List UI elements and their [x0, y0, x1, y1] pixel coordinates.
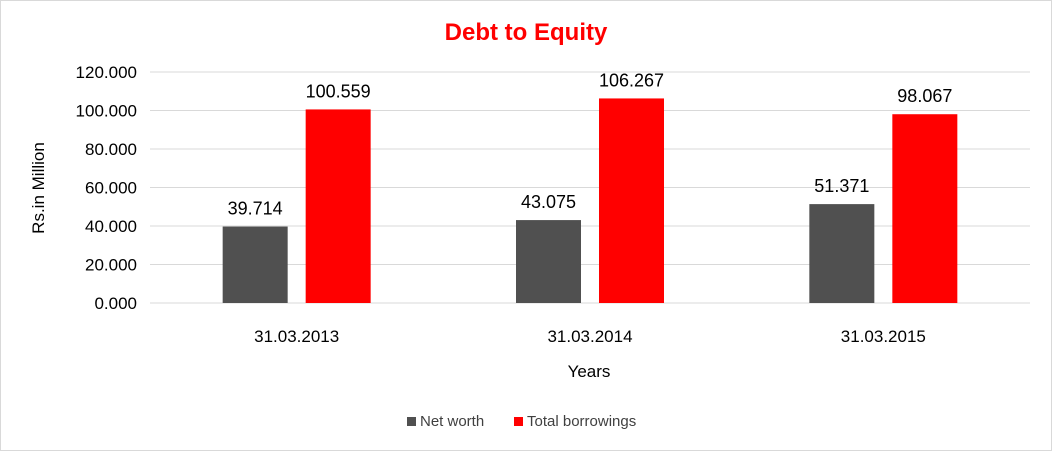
bar-net-worth	[516, 220, 581, 303]
data-label: 51.371	[814, 176, 869, 196]
x-axis-label: Years	[568, 362, 611, 381]
y-axis-label: Rs.in Million	[29, 142, 48, 234]
data-label: 106.267	[599, 70, 664, 90]
y-tick-label: 120.000	[76, 63, 137, 82]
bar-net-worth	[222, 226, 288, 303]
y-tick-label: 60.000	[85, 179, 137, 198]
y-tick-label: 80.000	[85, 140, 137, 159]
bar-total-borrowings	[599, 98, 664, 303]
x-tick-label: 31.03.2013	[254, 327, 339, 346]
data-label: 98.067	[897, 86, 952, 106]
data-labels: 39.714 100.559 43.075 106.267 51.371 98.067	[228, 70, 953, 218]
gridlines	[150, 71, 1030, 304]
y-axis-ticks: 0.000 20.000 40.000 60.000 80.000 100.000 120.…	[76, 63, 137, 313]
legend-label: Net worth	[420, 413, 484, 430]
x-tick-label: 31.03.2015	[841, 327, 926, 346]
legend-swatch	[514, 417, 523, 426]
legend-swatch	[407, 417, 416, 426]
bar-net-worth	[809, 204, 875, 303]
y-tick-label: 40.000	[85, 217, 137, 236]
bar-total-borrowings	[305, 109, 371, 304]
bar-total-borrowings	[892, 114, 958, 303]
y-tick-label: 0.000	[94, 294, 137, 313]
legend-label: Total borrowings	[527, 413, 636, 430]
data-label: 43.075	[521, 192, 576, 212]
y-tick-label: 20.000	[85, 256, 137, 275]
data-label: 100.559	[306, 81, 371, 101]
data-label: 39.714	[228, 199, 283, 219]
y-tick-label: 100.000	[76, 102, 137, 121]
x-tick-label: 31.03.2014	[547, 327, 632, 346]
x-axis-ticks: 31.03.2013 31.03.2014 31.03.2015	[254, 327, 926, 346]
legend: Net worth Total borrowings	[407, 413, 636, 430]
bars	[222, 98, 958, 304]
chart-title: Debt to Equity	[445, 19, 608, 46]
